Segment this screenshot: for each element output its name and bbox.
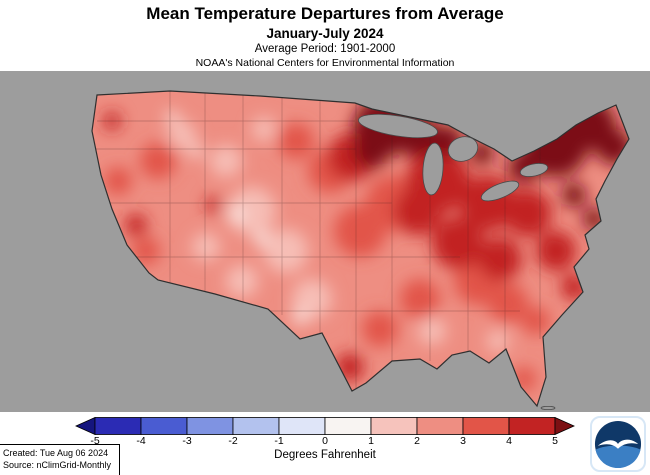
organization-label: NOAA's National Centers for Environmenta…	[195, 57, 455, 69]
colorbar-left-arrow	[75, 417, 96, 435]
lake-ontario	[519, 163, 549, 177]
colorbar-segment	[278, 417, 326, 435]
data-source: Source: nClimGrid-Monthly	[3, 460, 112, 471]
noaa-logo	[590, 416, 646, 472]
page-subtitle: January-July 2024	[266, 26, 384, 41]
map-area	[0, 71, 650, 412]
us-outline	[91, 90, 630, 408]
colorbar-tick: 5	[552, 435, 558, 447]
colorbar-segment	[416, 417, 464, 435]
colorbar-segment	[140, 417, 188, 435]
shade-dark	[103, 112, 587, 381]
colorbar-tick: -4	[136, 435, 146, 447]
great-lakes	[358, 113, 549, 202]
colorbar-tick: 3	[460, 435, 466, 447]
average-period-label: Average Period: 1901-2000	[254, 43, 396, 55]
colorbar-segment	[186, 417, 234, 435]
lake-erie	[480, 180, 520, 202]
colorbar-segment	[462, 417, 510, 435]
colorbar-segment	[324, 417, 372, 435]
colorbar-tick: -2	[228, 435, 238, 447]
colorbar-legend: -5 -4 -3 -2 -1 0 1 2 3 4 5 Degrees Fahrenheit	[0, 412, 650, 461]
colorbar-tick: 2	[414, 435, 420, 447]
colorbar-segment	[370, 417, 418, 435]
colorbar-units-label: Degrees Fahrenheit	[274, 449, 376, 461]
colorbar-tick: 0	[322, 435, 328, 447]
noaa-emblem-icon	[594, 420, 642, 468]
map-footer: -5 -4 -3 -2 -1 0 1 2 3 4 5 Degrees Fahrenheit Crea…	[0, 412, 650, 475]
colorbar-segment	[94, 417, 142, 435]
shade-light	[168, 117, 509, 352]
colorbar-tick: 4	[506, 435, 512, 447]
colorbar-segment	[508, 417, 556, 435]
colorbar-tick: -3	[182, 435, 192, 447]
lake-huron	[447, 136, 479, 162]
created-date: Created: Tue Aug 06 2024	[3, 447, 109, 458]
colorbar	[75, 417, 575, 435]
creation-info: Created: Tue Aug 06 2024 Source: nClimGr…	[0, 443, 121, 475]
colorbar-segment	[232, 417, 280, 435]
colorbar-tick: -1	[274, 435, 284, 447]
us-departure-map	[0, 71, 650, 412]
map-header: Mean Temperature Departures from Average…	[0, 0, 650, 71]
colorbar-tick: -5	[90, 435, 100, 447]
florida-keys	[540, 406, 556, 410]
colorbar-ticks: -5 -4 -3 -2 -1 0 1 2 3 4 5	[75, 435, 575, 447]
lake-superior	[358, 113, 438, 139]
shade-near-normal	[166, 111, 307, 324]
colorbar-right-arrow	[554, 417, 575, 435]
colorbar-tick: 1	[368, 435, 374, 447]
lake-michigan	[422, 142, 444, 196]
state-borders	[95, 91, 541, 391]
page-title: Mean Temperature Departures from Average	[146, 4, 504, 23]
